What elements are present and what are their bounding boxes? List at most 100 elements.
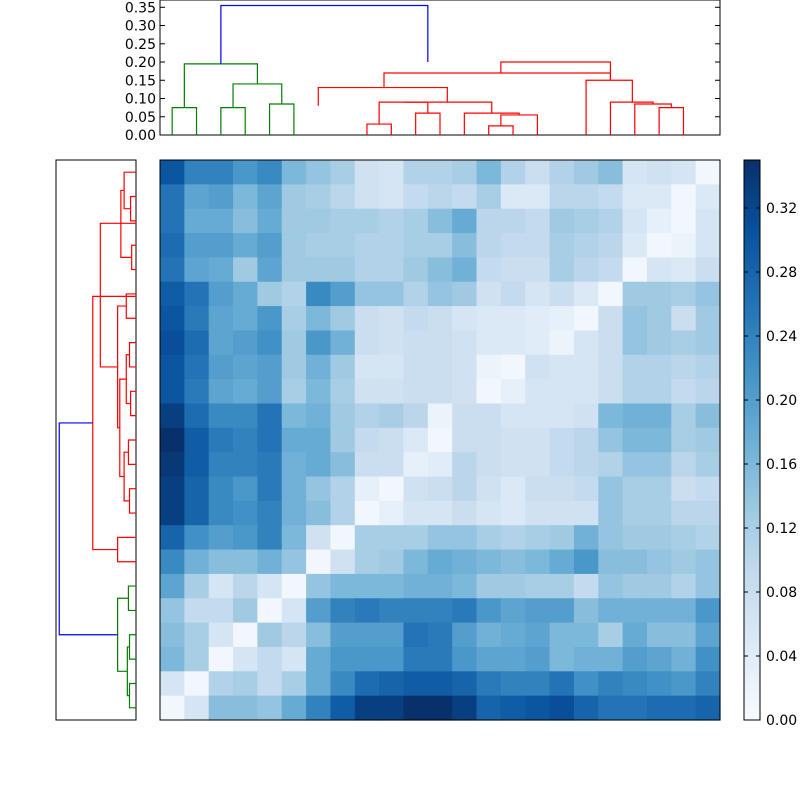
heatmap-cell [695, 379, 721, 405]
left-dendrogram-link [117, 305, 127, 429]
heatmap-cell [257, 427, 283, 453]
heatmap-cell [427, 500, 453, 526]
heatmap-cell [403, 184, 429, 210]
heatmap-cell [184, 257, 210, 283]
heatmap-cell [330, 233, 356, 258]
heatmap-cell [622, 306, 648, 332]
heatmap-cell [476, 549, 502, 575]
heatmap-cell [160, 160, 185, 185]
heatmap-cell [306, 306, 332, 332]
heatmap-cell [233, 160, 258, 185]
heatmap-cell [208, 354, 234, 380]
heatmap-cell [306, 525, 332, 551]
heatmap-cell [160, 427, 185, 453]
heatmap-cell [330, 452, 356, 478]
heatmap-cell [208, 598, 234, 624]
heatmap-cell [160, 330, 185, 356]
heatmap-cell [573, 573, 599, 599]
heatmap-cell [427, 476, 453, 502]
heatmap-cell [622, 354, 648, 380]
heatmap-cell [452, 671, 478, 697]
heatmap-cell [476, 281, 502, 307]
heatmap-cell [184, 573, 210, 599]
heatmap-cell [452, 476, 478, 502]
colorbar: 0.00 0.04 0.08 0.12 0.16 0.20 0.24 0.28 0.32 [743, 159, 797, 729]
heatmap-cell [646, 646, 672, 672]
heatmap-cell [281, 671, 307, 697]
heatmap-cell [233, 427, 258, 453]
heatmap-cell [476, 622, 502, 648]
heatmap-cell [452, 500, 478, 526]
heatmap-cell [573, 695, 599, 721]
heatmap-cell [646, 281, 672, 307]
heatmap-cell [281, 646, 307, 672]
heatmap-cell [427, 160, 453, 185]
heatmap-cell [695, 476, 721, 502]
heatmap-cell [354, 500, 380, 526]
heatmap-cell [500, 257, 526, 283]
heatmap-cell [403, 233, 429, 258]
heatmap-cell [671, 452, 697, 478]
heatmap-cell [403, 549, 429, 575]
heatmap-cell [330, 354, 356, 380]
heatmap-cell [646, 160, 672, 185]
heatmap-cell [695, 646, 721, 672]
heatmap-cell [598, 622, 624, 648]
heatmap-cell [160, 379, 185, 405]
heatmap-cell [525, 573, 551, 599]
heatmap-cell [695, 184, 721, 210]
heatmap-cell [549, 354, 575, 380]
heatmap-cell [160, 184, 185, 210]
heatmap-cell [622, 427, 648, 453]
left-dendrogram-links [58, 171, 136, 709]
heatmap-cell [500, 354, 526, 380]
heatmap-cell [208, 646, 234, 672]
heatmap-cell [257, 379, 283, 405]
heatmap-cell [403, 306, 429, 332]
heatmap-cell [573, 525, 599, 551]
heatmap-cell [160, 452, 185, 478]
heatmap-cell [695, 695, 721, 721]
top-y-tick-label: 0.35 [125, 0, 156, 16]
heatmap-cell [379, 330, 405, 356]
heatmap-cell [233, 671, 258, 697]
heatmap-cell [598, 476, 624, 502]
heatmap-cell [233, 403, 258, 429]
heatmap-cell [184, 646, 210, 672]
heatmap-cell [598, 354, 624, 380]
heatmap-cell [476, 695, 502, 721]
heatmap-cell [160, 257, 185, 283]
heatmap-cell [452, 184, 478, 210]
heatmap-cell [306, 671, 332, 697]
heatmap-cell [476, 525, 502, 551]
heatmap-cell [695, 549, 721, 575]
heatmap-cell [208, 403, 234, 429]
heatmap-cell [427, 208, 453, 234]
heatmap-cell [671, 476, 697, 502]
heatmap-cell [695, 208, 721, 234]
heatmap-cell [671, 354, 697, 380]
heatmap-cell [403, 525, 429, 551]
heatmap-cell [427, 646, 453, 672]
heatmap-cell [184, 622, 210, 648]
heatmap-cell [403, 500, 429, 526]
heatmap-cell [160, 573, 185, 599]
heatmap-cell [549, 257, 575, 283]
heatmap-cell [476, 500, 502, 526]
heatmap-cell [598, 452, 624, 478]
heatmap-cell [476, 233, 502, 258]
heatmap-cell [549, 452, 575, 478]
heatmap-cell [184, 476, 210, 502]
heatmap-cell [379, 671, 405, 697]
heatmap-cell [452, 403, 478, 429]
top-y-tick-label: 0.05 [125, 110, 156, 126]
heatmap-cell [281, 281, 307, 307]
heatmap-cell [330, 476, 356, 502]
heatmap-cell [403, 671, 429, 697]
colorbar-ticks: 0.00 0.04 0.08 0.12 0.16 0.20 0.24 0.28 0.32 [744, 201, 797, 729]
heatmap-cell [330, 695, 356, 721]
heatmap-cell [257, 160, 283, 185]
heatmap-cell [500, 573, 526, 599]
heatmap-cell [452, 257, 478, 283]
heatmap-cell [379, 549, 405, 575]
